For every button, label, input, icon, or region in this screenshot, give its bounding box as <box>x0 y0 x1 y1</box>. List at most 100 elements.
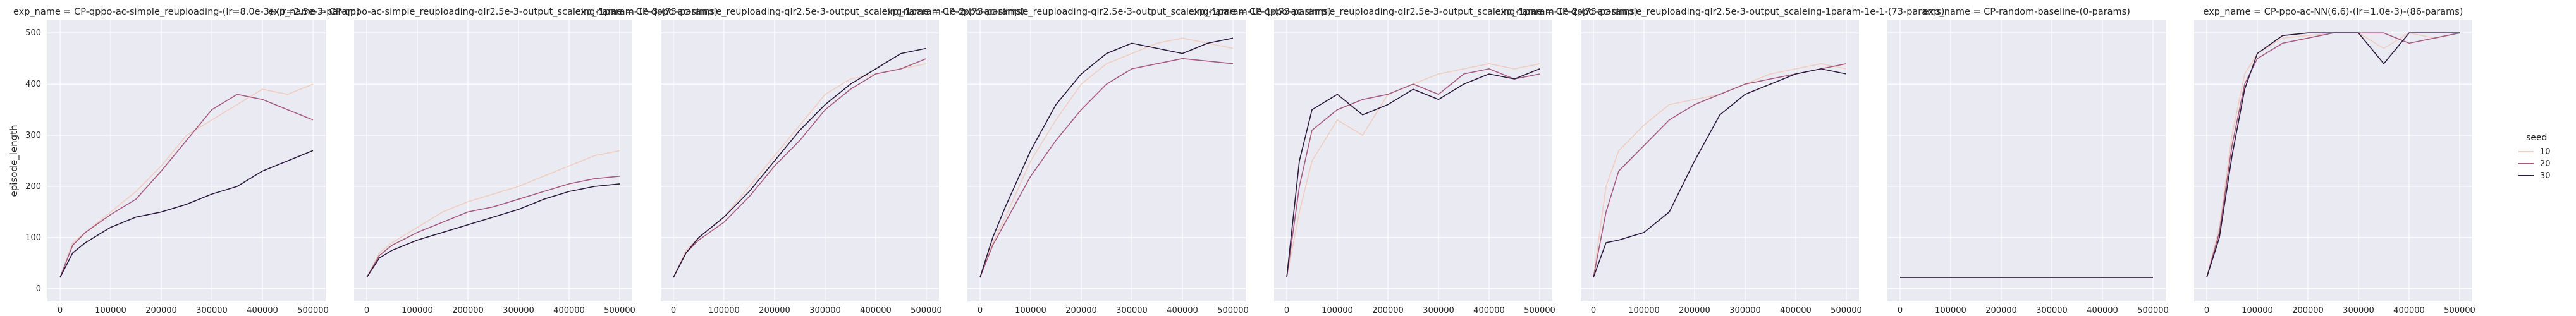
y-tick-label: 400 <box>25 80 41 89</box>
facet-title: exp_name = CP-qppo-ac-simple_reuploading… <box>269 7 718 17</box>
plot-area <box>661 20 939 301</box>
x-tick-label: 500000 <box>2137 306 2169 315</box>
facet-panel: 0100000200000300000400000500000global_st… <box>2194 7 2475 315</box>
y-tick-label: 0 <box>36 284 41 294</box>
plot-area <box>967 20 1246 301</box>
x-tick-label: 0 <box>978 306 983 315</box>
facet-panel: 0100000200000300000400000500000global_st… <box>575 7 1025 315</box>
y-tick-label: 500 <box>25 28 41 38</box>
x-tick-label: 400000 <box>1167 306 1198 315</box>
x-tick-label: 300000 <box>1116 306 1148 315</box>
x-tick-label: 100000 <box>402 306 433 315</box>
x-tick-label: 500000 <box>1831 306 1862 315</box>
plot-area <box>354 20 632 301</box>
x-tick-label: 200000 <box>1985 306 2017 315</box>
x-tick-label: 500000 <box>1524 306 1555 315</box>
series-line-seed-20 <box>2206 32 2460 278</box>
legend-label: 30 <box>2540 171 2551 181</box>
facet-panel: 0100000200000300000400000500000global_st… <box>269 7 718 315</box>
x-tick-label: 500000 <box>911 306 942 315</box>
facet-title: exp_name = CP-qppo-ac-simple_reuploading… <box>882 7 1332 17</box>
x-tick-label: 400000 <box>553 306 585 315</box>
series-line-seed-20 <box>673 58 927 278</box>
x-tick-label: 0 <box>58 306 63 315</box>
facet-title: exp_name = CP-qppo-ac-simple_reuploading… <box>575 7 1025 17</box>
x-tick-label: 300000 <box>196 306 228 315</box>
series-line-seed-30 <box>673 47 927 278</box>
x-tick-label: 100000 <box>1628 306 1660 315</box>
x-tick-label: 300000 <box>503 306 534 315</box>
plot-area <box>1887 20 2166 301</box>
x-tick-label: 300000 <box>809 306 841 315</box>
facet-title: exp_name = CP-random-baseline-(0-params) <box>1923 7 2130 17</box>
facet-panel: 0100000200000300000400000500000global_st… <box>1495 7 1945 315</box>
x-tick-label: 100000 <box>1322 306 1353 315</box>
x-tick-label: 300000 <box>2036 306 2068 315</box>
x-tick-label: 0 <box>1591 306 1596 315</box>
x-tick-label: 200000 <box>759 306 790 315</box>
x-tick-label: 200000 <box>1679 306 1710 315</box>
x-tick-label: 200000 <box>145 306 177 315</box>
series-line-seed-20 <box>59 94 314 278</box>
x-tick-label: 400000 <box>1473 306 1505 315</box>
x-tick-label: 300000 <box>2343 306 2374 315</box>
facet-title: exp_name = CP-qppo-ac-simple_reuploading… <box>1189 7 1638 17</box>
x-tick-label: 0 <box>1898 306 1903 315</box>
x-tick-label: 400000 <box>247 306 278 315</box>
series-line-seed-10 <box>979 37 1234 278</box>
series-line-seed-30 <box>1286 68 1540 278</box>
series-line-seed-30 <box>59 150 314 278</box>
x-tick-label: 400000 <box>2087 306 2118 315</box>
plot-area <box>1581 20 1859 301</box>
x-tick-label: 0 <box>671 306 676 315</box>
y-tick-label: 100 <box>25 233 41 243</box>
plot-area <box>1274 20 1552 301</box>
x-tick-label: 0 <box>1284 306 1289 315</box>
legend: seed 10 20 30 <box>2518 133 2551 181</box>
facet-title: exp_name = CP-qppo-ac-simple_reuploading… <box>13 7 360 17</box>
x-tick-label: 100000 <box>1935 306 1966 315</box>
facet-panel: 0 100000 200000 300000 400000 500000 0 100 200 30… <box>8 7 360 315</box>
x-tick-label: 500000 <box>1217 306 1249 315</box>
series-line-seed-30 <box>979 37 1234 278</box>
legend-title: seed <box>2526 133 2547 143</box>
x-tick-label: 500000 <box>2444 306 2475 315</box>
plot-area <box>2194 20 2472 301</box>
legend-label: 10 <box>2540 147 2551 157</box>
x-tick-label: 400000 <box>2393 306 2425 315</box>
facet-title: exp_name = CP-qppo-ac-simple_reuploading… <box>1495 7 1945 17</box>
legend-label: 20 <box>2540 159 2551 169</box>
series-line-seed-10 <box>1593 63 1847 278</box>
x-tick-label: 200000 <box>452 306 484 315</box>
facet-panel: 0100000200000300000400000500000global_st… <box>1189 7 1638 315</box>
x-tick-label: 100000 <box>2242 306 2273 315</box>
series-line-seed-20 <box>979 58 1234 278</box>
x-tick-label: 100000 <box>1015 306 1046 315</box>
x-tick-label: 200000 <box>2292 306 2324 315</box>
series-line-seed-10 <box>366 150 620 278</box>
series-line-seed-30 <box>2206 32 2460 278</box>
series-line-seed-20 <box>1286 68 1540 278</box>
x-tick-label: 300000 <box>1423 306 1454 315</box>
x-tick-label: 0 <box>364 306 369 315</box>
y-tick-label: 200 <box>25 182 41 191</box>
y-tick-label: 300 <box>25 131 41 140</box>
y-axis-label: episode_length <box>8 125 20 197</box>
x-tick-label: 300000 <box>1729 306 1761 315</box>
x-tick-label: 0 <box>2204 306 2209 315</box>
x-tick-label: 200000 <box>1372 306 1404 315</box>
series-line-seed-20 <box>366 176 620 278</box>
facet-panel: 0100000200000300000400000500000global_st… <box>882 7 1332 315</box>
x-tick-label: 500000 <box>604 306 635 315</box>
facet-panel: 0100000200000300000400000500000global_st… <box>1887 7 2169 315</box>
x-tick-label: 100000 <box>708 306 740 315</box>
series-line-seed-30 <box>366 183 620 278</box>
x-tick-label: 100000 <box>95 306 126 315</box>
x-tick-label: 400000 <box>860 306 892 315</box>
facet-title: exp_name = CP-ppo-ac-NN(6,6)-(lr=1.0e-3)… <box>2204 7 2463 17</box>
plot-area <box>47 20 326 301</box>
x-tick-label: 400000 <box>1780 306 1812 315</box>
x-tick-label: 500000 <box>297 306 329 315</box>
series-line-seed-30 <box>1593 68 1847 278</box>
